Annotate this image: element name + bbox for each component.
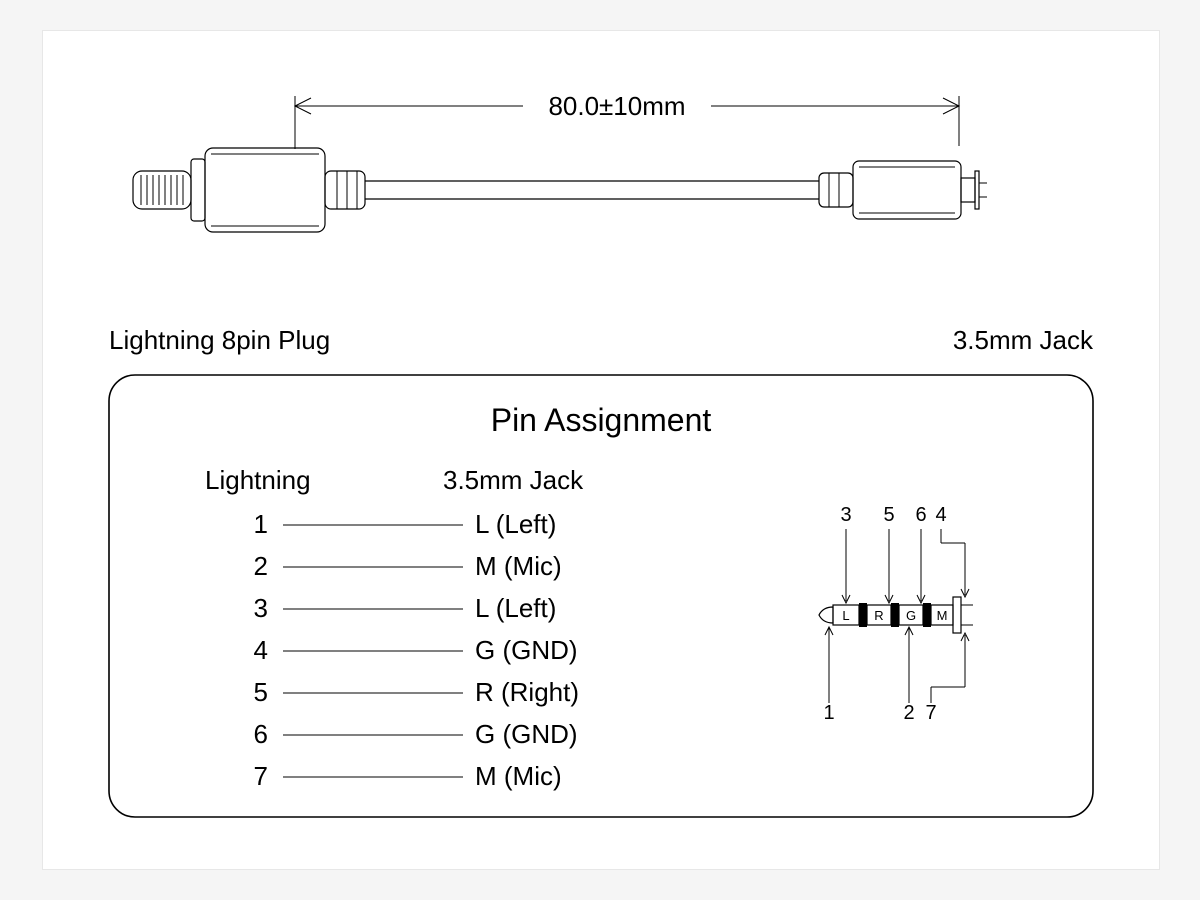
- pin-row: 5 R (Right): [254, 677, 579, 707]
- trrs-pin-label: 4: [935, 504, 946, 526]
- trrs-seg: G: [906, 608, 916, 623]
- trrs-pin-label: 3: [840, 504, 851, 526]
- pin-number: 4: [254, 635, 268, 665]
- trrs-plug-icon: L R G M 3 5 6 4 1 2: [819, 504, 973, 724]
- pin-signal: M (Mic): [475, 551, 562, 581]
- pin-number: 6: [254, 719, 268, 749]
- trrs-seg: R: [874, 608, 883, 623]
- label-35mm-jack: 3.5mm Jack: [953, 325, 1094, 355]
- pin-row: 3 L (Left): [254, 593, 557, 623]
- pin-row: 1 L (Left): [254, 509, 557, 539]
- pin-row: 2 M (Mic): [254, 551, 562, 581]
- trrs-seg: L: [842, 608, 849, 623]
- drawing-sheet: 80.0±10mm: [42, 30, 1160, 870]
- trrs-pin-label: 2: [903, 702, 914, 724]
- pin-signal: G (GND): [475, 719, 578, 749]
- dimension-label: 80.0±10mm: [548, 91, 685, 121]
- trrs-pin-label: 6: [915, 504, 926, 526]
- pin-signal: L (Left): [475, 509, 556, 539]
- pin-row: 7 M (Mic): [254, 761, 562, 791]
- trrs-pin-label: 7: [925, 702, 936, 724]
- pin-assignment-panel: Pin Assignment Lightning 3.5mm Jack 1 L …: [109, 375, 1093, 817]
- pin-number: 2: [254, 551, 268, 581]
- dimension-80mm: 80.0±10mm: [295, 91, 959, 149]
- trrs-pin-label: 1: [823, 702, 834, 724]
- technical-drawing: 80.0±10mm: [43, 31, 1159, 869]
- col-header-lightning: Lightning: [205, 465, 311, 495]
- col-header-jack: 3.5mm Jack: [443, 465, 584, 495]
- label-lightning-plug: Lightning 8pin Plug: [109, 325, 330, 355]
- trrs-seg: M: [937, 608, 948, 623]
- pin-signal: G (GND): [475, 635, 578, 665]
- pin-number: 5: [254, 677, 268, 707]
- lightning-plug-icon: [133, 148, 365, 232]
- trrs-pin-label: 5: [883, 504, 894, 526]
- pin-row: 6 G (GND): [254, 719, 578, 749]
- pin-number: 7: [254, 761, 268, 791]
- panel-title: Pin Assignment: [491, 402, 712, 438]
- pin-number: 3: [254, 593, 268, 623]
- pin-signal: L (Left): [475, 593, 556, 623]
- cable-assembly-drawing: 80.0±10mm: [133, 91, 987, 232]
- audio-jack-icon: [819, 161, 987, 219]
- pin-number: 1: [254, 509, 268, 539]
- cable-icon: [365, 181, 819, 199]
- pin-signal: M (Mic): [475, 761, 562, 791]
- pin-signal: R (Right): [475, 677, 579, 707]
- pin-row: 4 G (GND): [254, 635, 578, 665]
